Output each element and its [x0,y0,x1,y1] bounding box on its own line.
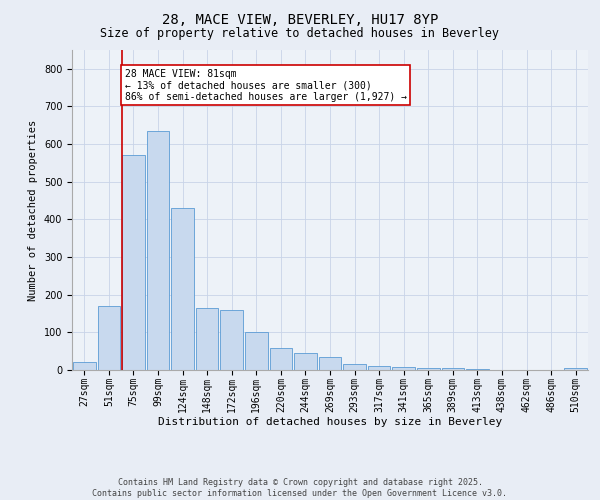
Bar [146,131,169,370]
Bar [122,156,145,370]
Bar [319,357,341,370]
Bar [343,364,366,370]
X-axis label: Distribution of detached houses by size in Beverley: Distribution of detached houses by size … [158,417,502,427]
Bar [269,348,292,370]
Y-axis label: Number of detached properties: Number of detached properties [28,120,38,300]
Bar [417,368,440,370]
Bar [466,369,489,370]
Bar [294,353,317,370]
Bar [392,367,415,370]
Bar [245,332,268,370]
Text: Contains HM Land Registry data © Crown copyright and database right 2025.
Contai: Contains HM Land Registry data © Crown c… [92,478,508,498]
Bar [98,306,120,370]
Text: 28, MACE VIEW, BEVERLEY, HU17 8YP: 28, MACE VIEW, BEVERLEY, HU17 8YP [162,12,438,26]
Bar [73,362,95,370]
Bar [220,310,243,370]
Bar [171,208,194,370]
Bar [196,308,218,370]
Bar [565,368,587,370]
Bar [368,366,391,370]
Text: Size of property relative to detached houses in Beverley: Size of property relative to detached ho… [101,28,499,40]
Bar [442,368,464,370]
Text: 28 MACE VIEW: 81sqm
← 13% of detached houses are smaller (300)
86% of semi-detac: 28 MACE VIEW: 81sqm ← 13% of detached ho… [125,69,407,102]
